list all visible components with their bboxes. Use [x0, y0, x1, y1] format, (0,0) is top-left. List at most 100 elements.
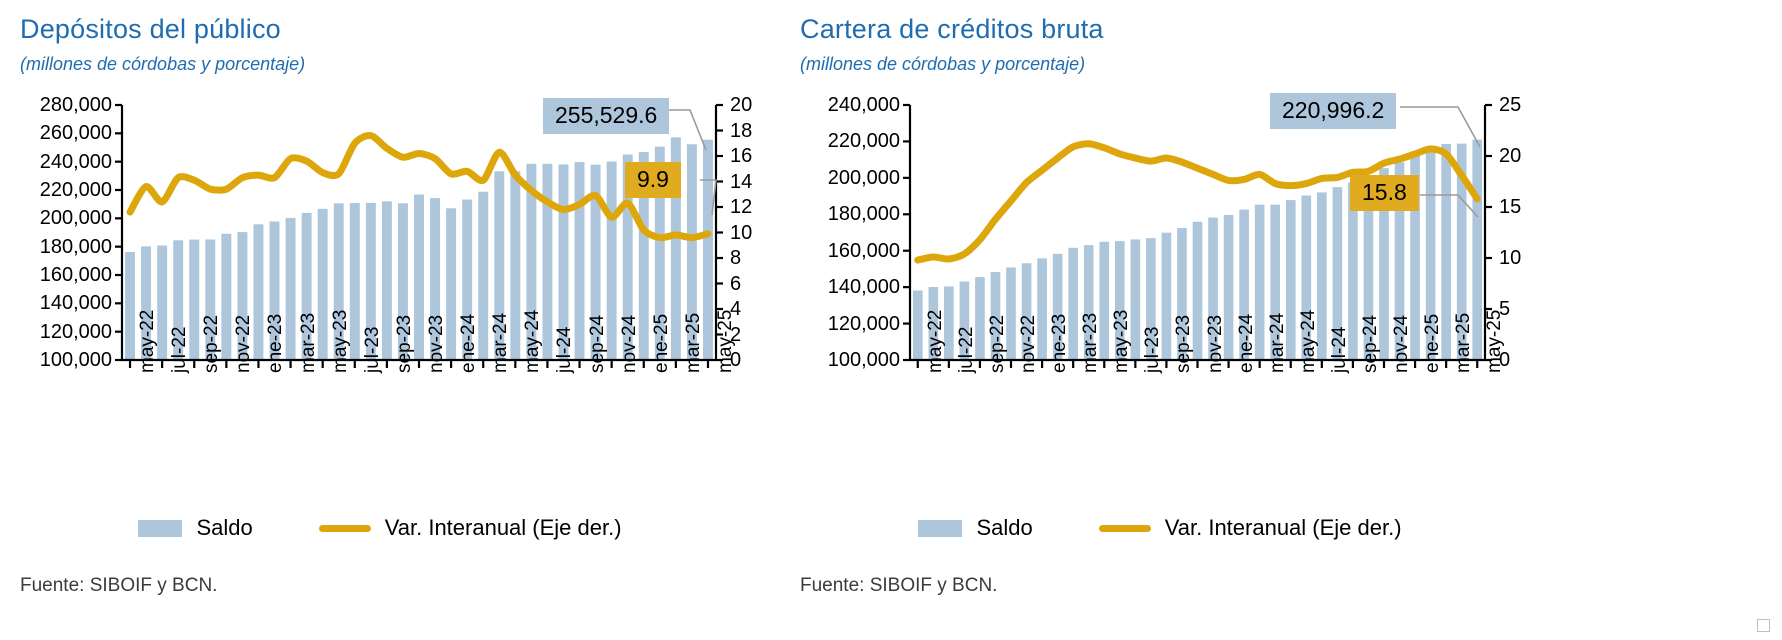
y-axis-tick-label: 100,000: [827, 349, 900, 371]
secondary-y-axis-tick-label: 15: [1499, 196, 1522, 218]
chart-subtitle: (millones de córdobas y porcentaje): [20, 54, 306, 74]
x-axis-tick-label: mar-23: [297, 312, 319, 373]
x-axis-tick-label: nov-22: [233, 314, 255, 373]
x-axis-tick-label: ene-25: [1422, 313, 1444, 373]
x-axis-tick-label: jul-23: [1142, 326, 1164, 373]
x-axis-tick-label: jul-22: [169, 326, 191, 373]
bar-swatch-icon: [918, 519, 963, 537]
y-axis-tick-label: 220,000: [39, 179, 112, 201]
x-axis-tick-label: mar-25: [682, 312, 704, 373]
x-axis-tick-label: sep-22: [201, 314, 223, 373]
y-axis-tick-label: 140,000: [39, 292, 112, 315]
y-axis-tick-label: 260,000: [39, 122, 112, 145]
y-axis-tick-label: 200,000: [827, 166, 900, 189]
y-axis-tick-label: 240,000: [827, 94, 900, 116]
x-axis-tick-label: may-25: [714, 309, 736, 373]
y-axis-tick-label: 100,000: [39, 349, 112, 371]
x-axis-tick-label: may-22: [924, 309, 946, 373]
secondary-y-axis-tick-label: 10: [1499, 247, 1522, 269]
secondary-y-axis-tick-label: 2: [730, 323, 742, 346]
secondary-y-axis-tick-label: 8: [730, 247, 742, 269]
page-title-cartera: Cartera de créditos bruta: [800, 14, 1104, 44]
chart-subtitle-cartera: (millones de córdobas y porcentaje): [800, 54, 1086, 74]
legend-label-saldo-cartera: Saldo: [976, 515, 1033, 540]
chart-canvas-depositos: [115, 103, 723, 368]
source-note-cartera: Fuente: SIBOIF y BCN.: [800, 575, 998, 596]
plot-area-cartera: [780, 95, 1671, 385]
y-axis-tick-label: 200,000: [39, 207, 112, 230]
x-axis-tick-label: nov-22: [1018, 314, 1039, 373]
secondary-y-axis-tick-label: 5: [1499, 298, 1511, 320]
chart-canvas-cartera: [903, 103, 1492, 368]
secondary-y-axis-tick-label: 10: [730, 221, 753, 244]
plot-area-depositos: [0, 95, 891, 385]
x-axis-tick-label: mar-25: [1453, 312, 1475, 373]
y-axis-tick-label: 280,000: [39, 94, 112, 116]
x-axis-tick-label: may-25: [1484, 309, 1506, 373]
x-axis-tick-label: nov-23: [1204, 314, 1226, 373]
x-axis-tick-label: nov-23: [426, 314, 447, 373]
y-axis-tick-label: 140,000: [827, 276, 900, 299]
line-swatch-icon: [318, 524, 371, 532]
variacion-callout-cartera: 15.8: [1350, 175, 1419, 212]
legend-item-saldo-cartera: Saldo: [918, 515, 1033, 541]
y-axis-tick-label: 160,000: [827, 239, 900, 262]
x-axis-tick-label: may-22: [137, 309, 159, 373]
saldo-callout-cartera: 220,996.2: [1270, 93, 1397, 130]
variacion-callout: 9.9: [625, 162, 681, 199]
x-axis-tick-label: sep-23: [393, 314, 415, 373]
secondary-y-axis-tick-label: 25: [1499, 94, 1522, 116]
x-axis-tick-label: mar-24: [490, 312, 512, 373]
legend-label-variacion: Var. Interanual (Eje der.): [384, 515, 622, 540]
y-axis-tick-label: 220,000: [827, 130, 900, 153]
legend-label-variacion-cartera: Var. Interanual (Eje der.): [1164, 515, 1402, 540]
panel-cartera: Cartera de créditos bruta (millones de c…: [780, 0, 1671, 640]
y-axis-tick-label: 160,000: [39, 264, 112, 286]
bar-swatch-icon: [138, 519, 183, 537]
secondary-y-axis-tick-label: 12: [730, 196, 753, 218]
x-axis-tick-label: mar-23: [1080, 312, 1102, 373]
secondary-y-axis-tick-label: 20: [1499, 145, 1522, 167]
y-axis-tick-label: 120,000: [827, 312, 900, 335]
panel-depositos: Depósitos del público (millones de córdo…: [0, 14, 891, 596]
x-axis-tick-label: ene-24: [1235, 313, 1257, 373]
secondary-y-axis-tick-label: 14: [730, 170, 753, 193]
x-axis-tick-label: jul-23: [361, 326, 383, 373]
y-axis-tick-label: 180,000: [827, 203, 900, 226]
x-axis-tick-label: sep-24: [586, 314, 608, 373]
x-axis-tick-label: may-24: [1297, 309, 1319, 373]
secondary-y-axis-tick-label: 18: [730, 119, 753, 142]
x-axis-tick-label: sep-24: [1359, 314, 1381, 373]
y-axis-tick-label: 120,000: [39, 320, 112, 343]
secondary-y-axis-tick-label: 0: [1499, 349, 1511, 371]
x-axis-tick-label: jul-24: [554, 326, 576, 373]
line-swatch-icon: [1098, 524, 1151, 532]
page-corner-marker: [1757, 619, 1770, 632]
x-axis-tick-label: may-23: [1111, 309, 1133, 373]
x-axis-tick-label: sep-22: [986, 314, 1008, 373]
legend-item-variacion: Var. Interanual (Eje der.): [318, 515, 622, 541]
y-axis-tick-label: 180,000: [39, 235, 112, 258]
x-axis-tick-label: nov-24: [1390, 314, 1412, 373]
x-axis-tick-label: ene-24: [458, 313, 480, 373]
x-axis-tick-label: ene-23: [265, 313, 287, 373]
secondary-y-axis-tick-label: 16: [730, 145, 753, 167]
secondary-y-axis-tick-label: 6: [730, 272, 742, 295]
legend-label-saldo: Saldo: [196, 515, 253, 540]
secondary-y-axis-tick-label: 20: [730, 94, 753, 116]
page-title: Depósitos del público: [20, 14, 281, 44]
x-axis-tick-label: sep-23: [1173, 314, 1195, 373]
x-axis-tick-label: mar-24: [1266, 312, 1288, 373]
y-axis-tick-label: 240,000: [39, 150, 112, 173]
x-axis-tick-label: jul-22: [955, 326, 977, 373]
secondary-y-axis-tick-label: 0: [730, 349, 742, 371]
x-axis-tick-label: ene-23: [1049, 313, 1071, 373]
legend-depositos: Saldo Var. Interanual (Eje der.): [0, 508, 760, 548]
secondary-y-axis-tick-label: 4: [730, 298, 742, 320]
x-axis-tick-label: nov-24: [618, 314, 640, 373]
x-axis-tick-label: ene-25: [650, 313, 672, 373]
saldo-callout: 255,529.6: [543, 98, 670, 135]
x-axis-tick-label: jul-24: [1328, 326, 1350, 373]
x-axis-tick-label: may-24: [522, 309, 544, 373]
